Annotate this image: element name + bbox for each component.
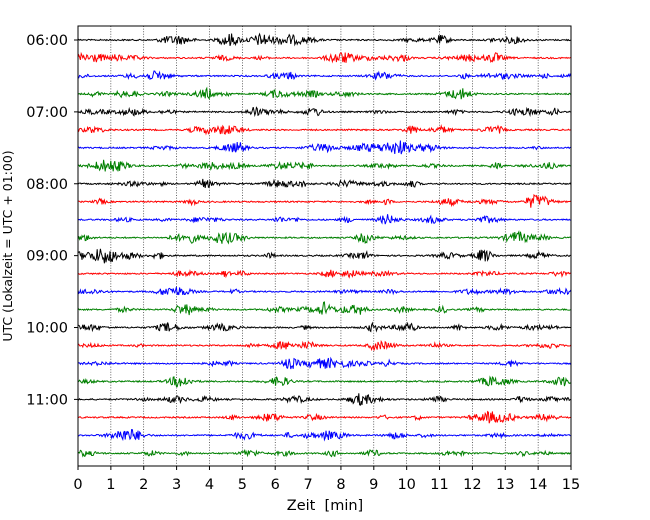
trace-1000 [77, 321, 571, 333]
x-axis-label: Zeit [min] [287, 498, 363, 514]
x-tick-label: 11 [430, 477, 448, 493]
trace-0845 [77, 229, 571, 245]
x-tick-label: 5 [238, 477, 247, 493]
x-tick-label: 10 [397, 477, 415, 493]
plot-frame [77, 25, 572, 467]
x-tick-label: 6 [271, 477, 280, 493]
x-tick-label: 8 [336, 477, 345, 493]
trace-0745 [77, 159, 571, 172]
trace-1045 [77, 375, 572, 388]
trace-1145 [77, 448, 572, 458]
x-tick-label: 7 [303, 477, 312, 493]
trace-0830 [77, 214, 571, 225]
y-axis-label: UTC (Lokalzeit = UTC + 01:00) [0, 150, 15, 341]
trace-0900 [77, 248, 571, 264]
trace-0715 [77, 124, 571, 136]
trace-0645 [77, 86, 572, 101]
y-tick-label: 09:00 [26, 249, 68, 265]
x-tick-label: 9 [369, 477, 378, 493]
y-tick-label: 11:00 [26, 392, 68, 408]
trace-0945 [77, 301, 571, 316]
trace-1130 [77, 428, 571, 442]
trace-0630 [77, 70, 572, 81]
y-tick-label: 10:00 [26, 321, 68, 337]
trace-group [77, 32, 572, 458]
y-axis: 06:00 07:00 08:00 09:00 10:00 11:00 [26, 33, 78, 408]
x-tick-label: 4 [205, 477, 214, 493]
trace-0600 [77, 32, 571, 47]
x-tick-label: 12 [463, 477, 481, 493]
trace-0915 [77, 269, 572, 279]
y-tick-label: 07:00 [26, 105, 68, 121]
x-axis: 0 1 2 3 4 5 6 7 8 9 10 11 12 13 14 15 [73, 466, 580, 493]
trace-0615 [77, 51, 572, 64]
x-tick-label: 3 [172, 477, 181, 493]
trace-0930 [77, 286, 572, 296]
trace-1015 [77, 339, 572, 352]
x-tick-label: 2 [139, 477, 148, 493]
trace-1030 [77, 356, 572, 370]
trace-0700 [77, 106, 571, 118]
x-tick-label: 14 [529, 477, 547, 493]
trace-1100 [77, 393, 572, 406]
x-tick-label: 1 [106, 477, 115, 493]
trace-0815 [77, 193, 571, 208]
x-tick-label: 13 [496, 477, 514, 493]
trace-1115 [77, 410, 571, 424]
x-tick-label: 15 [562, 477, 580, 493]
y-tick-label: 08:00 [26, 177, 68, 193]
x-tick-label: 0 [73, 477, 82, 493]
trace-0730 [77, 140, 571, 155]
trace-0800 [77, 178, 572, 189]
y-tick-label: 06:00 [26, 33, 68, 49]
